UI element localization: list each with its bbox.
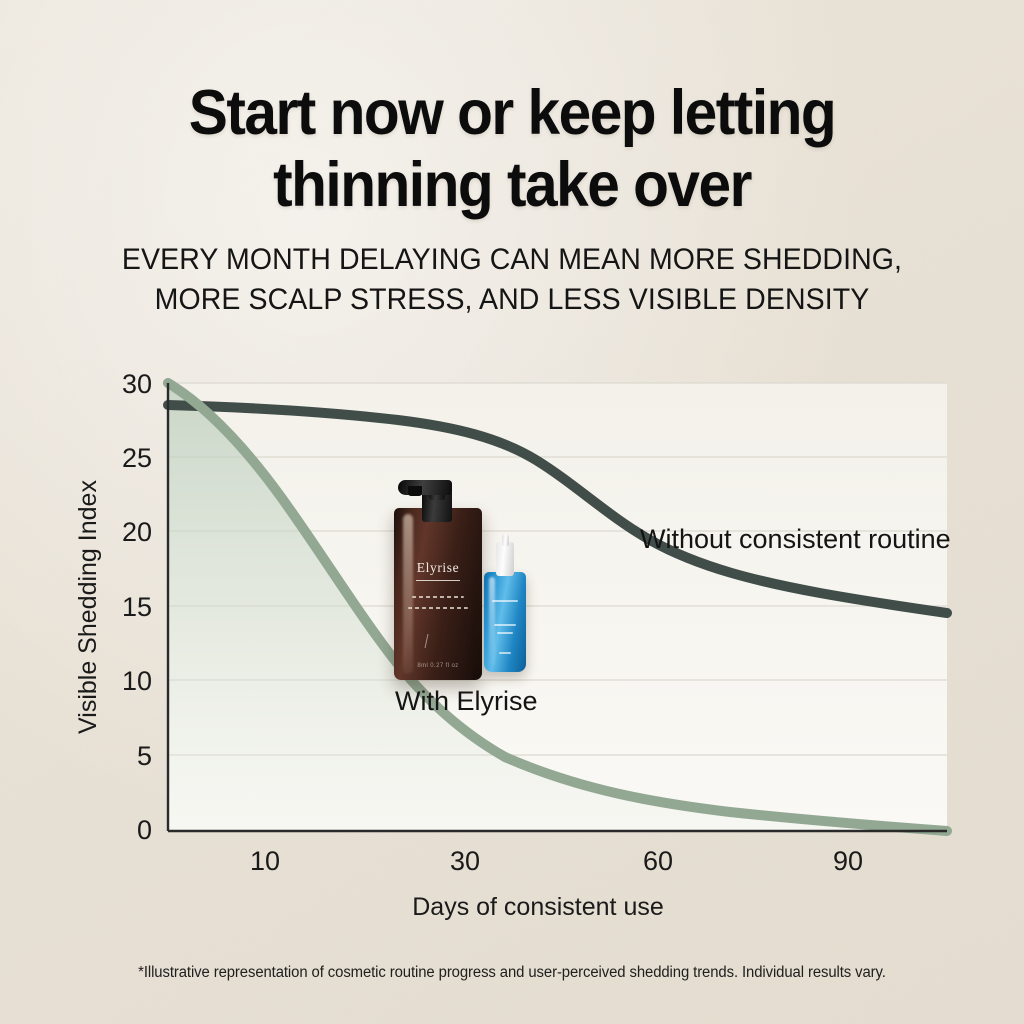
x-tick-10: 10 (250, 846, 280, 876)
line-with-elyrise (163, 378, 952, 836)
shedding-index-chart: 30 25 20 15 10 5 0 10 30 60 90 Days of c… (0, 360, 1024, 940)
series-label-with-elyrise: With Elyrise (395, 686, 538, 716)
disclaimer-footnote: *Illustrative representation of cosmetic… (138, 964, 886, 981)
headline-line-1: Start now or keep letting (188, 78, 837, 148)
page-title: Start now or keep letting thinning take … (36, 78, 988, 222)
pump-head (398, 480, 452, 496)
serum-label-line-3 (497, 632, 513, 634)
x-tick-30: 30 (450, 846, 480, 876)
x-tick-60: 60 (643, 846, 673, 876)
y-axis-title: Visible Shedding Index (74, 480, 102, 734)
serum-dropper-tip (502, 534, 509, 546)
serum-dropper-cap (496, 542, 514, 576)
page-subtitle: EVERY MONTH DELAYING CAN MEAN MORE SHEDD… (26, 240, 999, 319)
y-tick-10: 10 (122, 666, 152, 696)
x-tick-90: 90 (833, 846, 863, 876)
pump-spout (408, 486, 422, 496)
product-image-group: Elyrise 8ml 0.27 fl oz (386, 480, 556, 684)
y-axis-ticks: 30 25 20 15 10 5 0 (122, 369, 152, 845)
line-without-consistent-routine (163, 400, 952, 618)
pump-bottle-brand-underline (416, 580, 460, 581)
serum-label-line-2 (494, 624, 516, 626)
headline-line-2: thinning take over (273, 149, 752, 220)
y-tick-30: 30 (122, 369, 152, 399)
y-tick-20: 20 (122, 517, 152, 547)
y-tick-15: 15 (122, 592, 152, 622)
pump-bottle-highlight (403, 514, 413, 674)
pump-bottle-script-line-1 (412, 596, 464, 598)
y-tick-25: 25 (122, 443, 152, 473)
y-tick-5: 5 (137, 741, 152, 771)
subtitle-line-2: MORE SCALP STRESS, AND LESS VISIBLE DENS… (154, 282, 870, 316)
chart-svg: 30 25 20 15 10 5 0 10 30 60 90 Days of c… (74, 369, 952, 921)
pump-bottle-script-line-2 (408, 607, 468, 609)
subtitle-line-1: EVERY MONTH DELAYING CAN MEAN MORE SHEDD… (121, 243, 903, 276)
area-fill-with-elyrise (168, 383, 947, 831)
pump-bottle-volume: 8ml 0.27 fl oz (417, 663, 459, 669)
pump-bottle-monogram (424, 634, 443, 648)
series-label-without-consistent-routine: Without consistent routine (640, 524, 951, 554)
serum-label-line-4 (499, 652, 511, 654)
serum-label-line-1 (492, 600, 518, 602)
dropper-serum-bottle (484, 572, 526, 672)
serum-bottle-highlight (489, 577, 495, 665)
x-axis-ticks: 10 30 60 90 (250, 846, 863, 876)
x-axis-title: Days of consistent use (412, 893, 664, 921)
pump-bottle: Elyrise 8ml 0.27 fl oz (394, 508, 482, 680)
pump-bottle-brand-label: Elyrise (416, 560, 460, 575)
y-tick-0: 0 (137, 815, 152, 845)
